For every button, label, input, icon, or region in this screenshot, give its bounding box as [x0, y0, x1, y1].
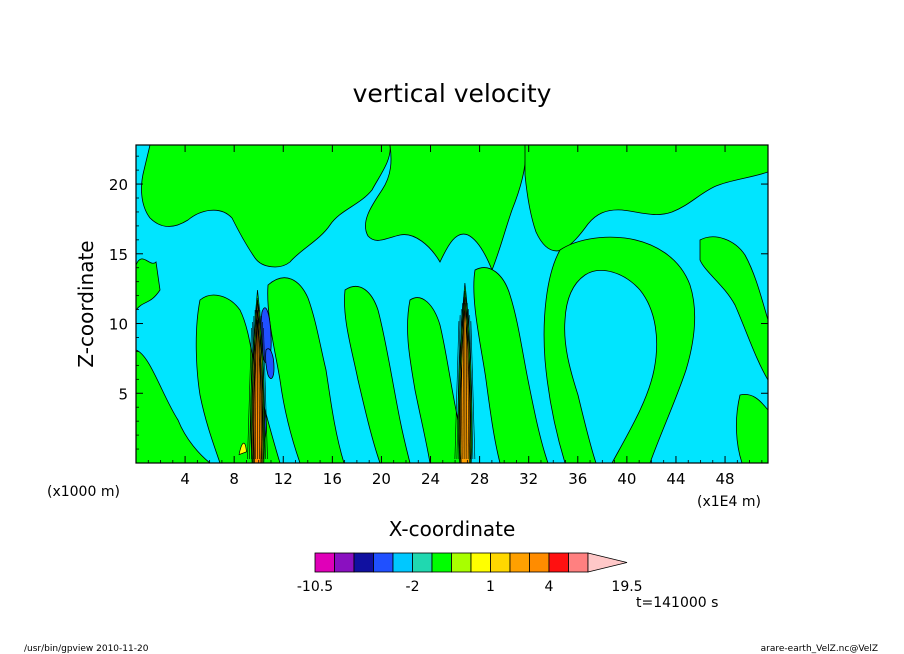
plot-area [136, 145, 768, 463]
y-tick-label: 10 [109, 316, 128, 334]
cell-contour-line [253, 310, 256, 460]
colorbar-segment [490, 552, 511, 573]
footer-right: arare-earth_VelZ.nc@VelZ [761, 644, 878, 654]
colorbar-segment [314, 552, 335, 573]
region [543, 236, 696, 463]
y-axis: 5 10 15 20 [109, 155, 768, 450]
cell-contour-line [258, 304, 260, 460]
cell-contour-line [456, 315, 461, 460]
cell-contour-line [460, 303, 463, 460]
colorbar-segment [451, 552, 472, 573]
footer-left: /usr/bin/gpview 2010-11-20 [24, 644, 149, 654]
chart-title: vertical velocity [353, 79, 552, 108]
colorbar-tick-label: 19.5 [611, 579, 642, 595]
cell-contour-line [470, 321, 476, 460]
cell-contour-line [466, 303, 470, 460]
x-tick-label: 32 [519, 470, 538, 488]
cell-contour-line [454, 321, 460, 460]
region [524, 145, 768, 252]
cell-contour-line [259, 310, 262, 460]
x-axis: 4 8 12 16 20 24 28 32 36 40 44 48 [147, 145, 763, 488]
cell-contour-line [468, 309, 472, 460]
y-axis-label: Z-coordinate [74, 240, 98, 367]
cell-contour-line [255, 304, 257, 460]
colorbar-segment [373, 552, 394, 573]
region [136, 258, 161, 311]
x-tick-label: 48 [716, 470, 735, 488]
region [473, 267, 549, 463]
plot-frame [135, 144, 769, 464]
convective-cells [238, 283, 476, 463]
x-tick-label: 16 [323, 470, 342, 488]
colorbar-segment [431, 552, 452, 573]
x-tick-label: 4 [180, 470, 190, 488]
region [365, 145, 527, 272]
x-tick-label: 36 [568, 470, 587, 488]
x-tick-label: 8 [229, 470, 239, 488]
colorbar-segment [568, 552, 589, 573]
cell-contour-line [261, 322, 266, 460]
colorbar-segment [412, 552, 433, 573]
colorbar-segment [334, 552, 355, 573]
colorbar-tick-label: 1 [486, 579, 495, 595]
y-tick-label: 20 [109, 176, 128, 194]
cell-contour-line [458, 309, 462, 460]
colorbar: -10.5 -2 1 4 19.5 [297, 552, 643, 595]
colorbar-segment [548, 552, 569, 573]
cell-contour-line [462, 297, 464, 460]
cell-contour-line [260, 316, 264, 460]
region [136, 349, 211, 463]
time-label: t=141000 s [636, 595, 718, 611]
cell-contour-line [263, 328, 268, 460]
x-tick-label: 44 [666, 470, 685, 488]
colorbar-segment [470, 552, 491, 573]
y-tick-label: 15 [109, 246, 128, 264]
colorbar-tick-label: 4 [545, 579, 554, 595]
cell-contour-line [465, 297, 468, 460]
colorbar-segment [392, 552, 413, 573]
x-tick-label: 12 [274, 470, 293, 488]
colorbar-segment [509, 552, 530, 573]
x-tick-label: 24 [421, 470, 440, 488]
cell-contour-line [469, 315, 474, 460]
colorbar-segment [529, 552, 550, 573]
cell [265, 348, 275, 379]
x-axis-unit-left: (x1000 m) [47, 484, 120, 500]
cell-contour-line [247, 328, 252, 460]
x-tick-label: 28 [470, 470, 489, 488]
region [141, 145, 391, 268]
colorbar-extend-max [587, 552, 628, 573]
x-tick-label: 40 [617, 470, 636, 488]
cell-contour-line [249, 322, 253, 460]
colorbar-tick-label: -2 [406, 579, 420, 595]
x-tick-label: 20 [372, 470, 391, 488]
x-axis-unit-right: (x1E4 m) [697, 494, 761, 510]
region [267, 277, 345, 463]
region [735, 393, 768, 463]
colorbar-segment [353, 552, 374, 573]
colorbar-tick-label: -10.5 [297, 579, 333, 595]
cell-contour [238, 442, 247, 456]
positive-velocity-regions [136, 145, 768, 463]
x-axis-label: X-coordinate [389, 517, 516, 541]
cell-contour-line [251, 316, 255, 460]
y-tick-label: 5 [118, 385, 128, 403]
region [344, 285, 411, 463]
